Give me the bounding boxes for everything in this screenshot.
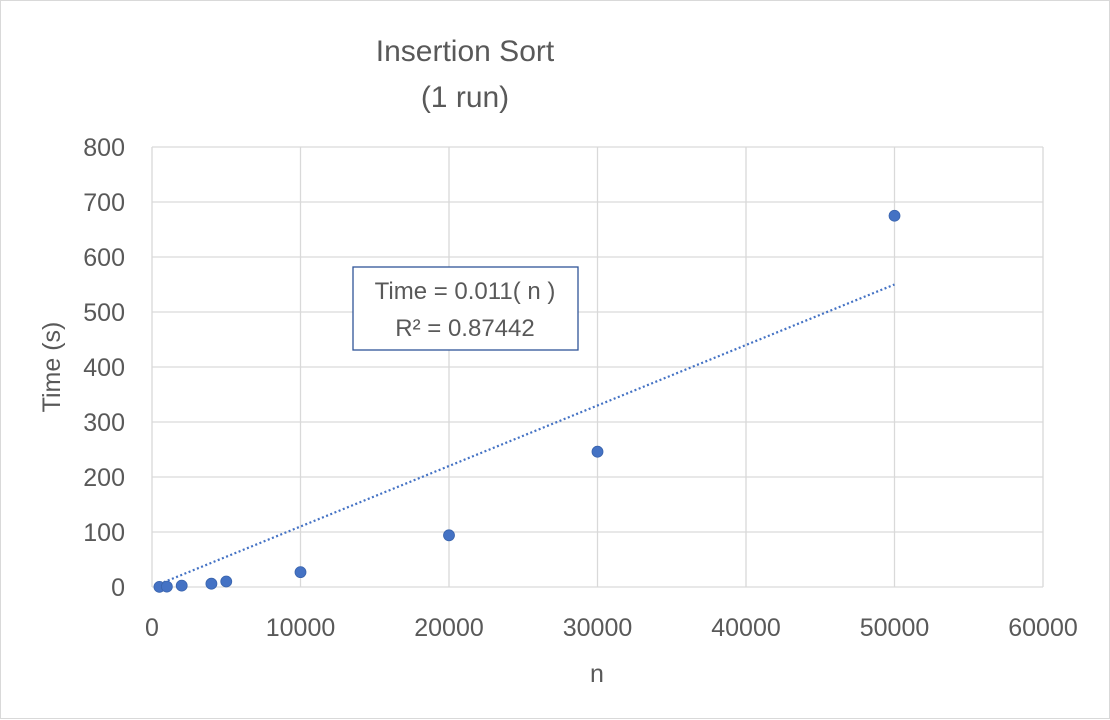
data-point bbox=[175, 579, 188, 592]
x-axis-tick-labels: 0 10000 20000 30000 40000 50000 60000 bbox=[145, 614, 1078, 642]
y-tick-label: 300 bbox=[83, 409, 125, 437]
x-tick-label: 20000 bbox=[414, 614, 484, 642]
chart-title-line-1: Insertion Sort bbox=[376, 35, 555, 68]
trendline-equation: Time = 0.011( n ) bbox=[375, 278, 556, 305]
data-point bbox=[591, 445, 604, 458]
gridlines bbox=[151, 146, 1044, 588]
x-tick-label: 0 bbox=[145, 614, 159, 642]
trendline-equation-label: Time = 0.011( n ) R² = 0.87442 bbox=[352, 266, 579, 351]
y-tick-label: 700 bbox=[83, 189, 125, 217]
y-tick-label: 400 bbox=[83, 354, 125, 382]
linear-trendline bbox=[159, 283, 895, 585]
y-tick-label: 200 bbox=[83, 464, 125, 492]
chart-title: Insertion Sort (1 run) bbox=[376, 35, 555, 114]
y-tick-label: 600 bbox=[83, 244, 125, 272]
trendline-r-squared: R² = 0.87442 bbox=[395, 315, 534, 342]
x-tick-label: 30000 bbox=[563, 614, 633, 642]
x-tick-label: 40000 bbox=[711, 614, 781, 642]
data-point bbox=[220, 575, 233, 588]
chart-title-line-2: (1 run) bbox=[421, 81, 509, 114]
x-tick-label: 10000 bbox=[266, 614, 336, 642]
x-tick-label: 60000 bbox=[1008, 614, 1078, 642]
y-tick-label: 800 bbox=[83, 134, 125, 162]
data-point bbox=[888, 209, 901, 222]
data-points bbox=[153, 209, 901, 593]
x-tick-label: 50000 bbox=[860, 614, 930, 642]
y-axis-title: Time (s) bbox=[38, 322, 66, 413]
equation-box bbox=[352, 266, 579, 351]
y-tick-label: 500 bbox=[83, 299, 125, 327]
data-point bbox=[160, 580, 173, 593]
data-point bbox=[205, 577, 218, 590]
trendline-group bbox=[159, 283, 895, 585]
data-point bbox=[443, 529, 455, 542]
x-axis-title: n bbox=[590, 660, 604, 688]
y-axis-tick-labels: 0 100 200 300 400 500 600 700 800 bbox=[83, 134, 125, 602]
y-tick-label: 100 bbox=[83, 519, 125, 547]
data-point bbox=[294, 566, 307, 579]
y-tick-label: 0 bbox=[111, 574, 125, 602]
